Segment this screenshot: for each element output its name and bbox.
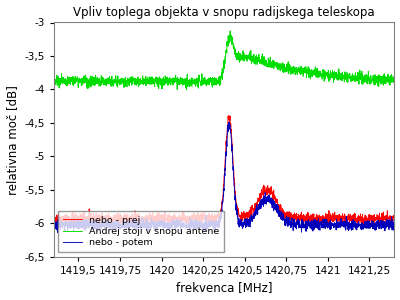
Andrej stoji v snopu antene — [228, 29, 232, 33]
X-axis label: frekvenca [MHz]: frekvenca [MHz] — [176, 281, 272, 294]
Andrej stoji v snopu antene — [184, 88, 189, 91]
nebo - prej — [68, 218, 73, 221]
nebo - prej — [51, 216, 56, 219]
Line: nebo - potem: nebo - potem — [54, 122, 394, 232]
nebo - potem — [69, 220, 74, 224]
Y-axis label: relativna moč [dB]: relativna moč [dB] — [6, 85, 18, 195]
nebo - prej — [392, 219, 397, 222]
nebo - potem — [208, 225, 213, 228]
nebo - prej — [382, 218, 387, 221]
nebo - potem — [382, 224, 387, 228]
nebo - prej — [208, 214, 213, 218]
Andrej stoji v snopu antene — [208, 76, 213, 79]
Andrej stoji v snopu antene — [320, 74, 325, 78]
nebo - prej — [226, 114, 231, 118]
nebo - potem — [382, 229, 387, 232]
nebo - potem — [320, 225, 325, 229]
Line: nebo - prej: nebo - prej — [54, 116, 394, 227]
Title: Vpliv toplega objekta v snopu radijskega teleskopa: Vpliv toplega objekta v snopu radijskega… — [73, 6, 375, 19]
Andrej stoji v snopu antene — [51, 81, 56, 85]
nebo - potem — [227, 121, 232, 124]
nebo - potem — [55, 231, 60, 234]
nebo - prej — [96, 225, 100, 229]
Andrej stoji v snopu antene — [382, 82, 387, 85]
Andrej stoji v snopu antene — [217, 84, 222, 87]
nebo - potem — [392, 222, 397, 226]
nebo - prej — [320, 221, 325, 225]
Andrej stoji v snopu antene — [382, 78, 387, 81]
Andrej stoji v snopu antene — [68, 76, 73, 79]
nebo - prej — [382, 216, 387, 220]
Line: Andrej stoji v snopu antene: Andrej stoji v snopu antene — [54, 31, 394, 89]
nebo - potem — [217, 215, 222, 218]
Legend: nebo - prej, Andrej stoji v snopu antene, nebo - potem: nebo - prej, Andrej stoji v snopu antene… — [58, 211, 224, 252]
nebo - prej — [217, 215, 222, 219]
Andrej stoji v snopu antene — [392, 81, 397, 85]
nebo - potem — [51, 225, 56, 228]
